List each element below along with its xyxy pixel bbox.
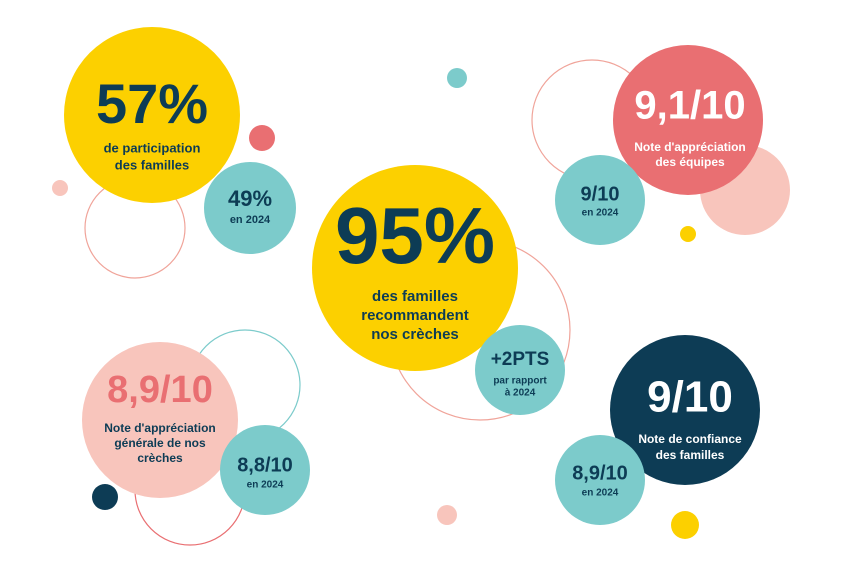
compare-value: 8,8/10	[237, 454, 293, 476]
compare-note: à 2024	[505, 388, 536, 399]
stat-label: des équipes	[655, 155, 725, 169]
bubble	[64, 27, 240, 203]
stat-label: Note d'appréciation	[634, 140, 746, 154]
stat: 9,1/10 Note d'appréciation des équipes 9…	[555, 45, 763, 245]
compare-bubble	[220, 425, 310, 515]
stat-value: 8,9/10	[107, 369, 213, 411]
compare-value: 49%	[228, 186, 272, 211]
compare-value: 8,9/10	[572, 462, 628, 484]
compare-value: +2PTS	[491, 349, 550, 370]
compare-note: en 2024	[247, 480, 284, 491]
stat-label: Note d'appréciation	[104, 421, 216, 435]
stat-label: nos crèches	[371, 326, 459, 343]
bubble	[613, 45, 763, 195]
stat-value: 95%	[335, 191, 495, 280]
compare-bubble	[555, 435, 645, 525]
stat-label: recommandent	[361, 307, 469, 324]
stat-value: 9/10	[647, 373, 733, 422]
compare-note: en 2024	[582, 488, 619, 499]
bubble	[82, 342, 238, 498]
bubble	[610, 335, 760, 485]
stat: 8,9/10 Note d'appréciation générale de n…	[82, 342, 310, 515]
bubble	[312, 165, 518, 371]
compare-note: en 2024	[230, 214, 271, 226]
compare-note: en 2024	[582, 208, 619, 219]
stat-value: 9,1/10	[634, 84, 745, 128]
compare-note: par rapport	[493, 376, 547, 387]
compare-bubble	[204, 162, 296, 254]
stat-label: des familles	[372, 288, 458, 305]
stat-label: crèches	[137, 451, 183, 465]
stat-label: de participation	[104, 140, 201, 155]
stat-value: 57%	[96, 72, 208, 135]
stat-label: des familles	[115, 157, 189, 172]
stat: 9/10 Note de confiance des familles 8,9/…	[555, 335, 760, 525]
compare-bubble	[475, 325, 565, 415]
compare-bubble	[555, 155, 645, 245]
stat: 57% de participation des familles 49% en…	[64, 27, 296, 254]
stat-label: générale de nos	[114, 436, 206, 450]
stat-label: des familles	[656, 448, 725, 462]
stat-label: Note de confiance	[638, 432, 742, 446]
stat: 95% des familles recommandent nos crèche…	[312, 165, 565, 415]
compare-value: 9/10	[581, 183, 620, 205]
